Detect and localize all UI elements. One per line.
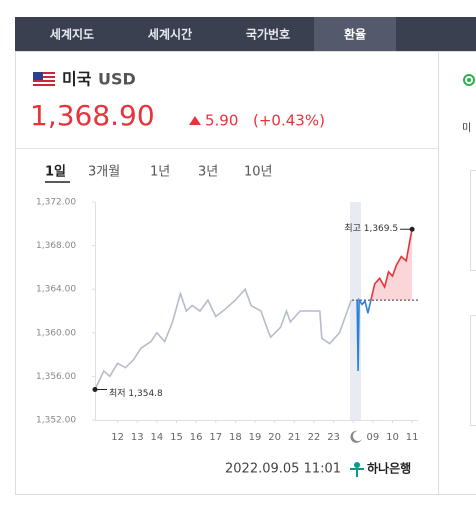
x-tick-label: 17	[209, 432, 222, 443]
x-tick-label: 14	[150, 432, 163, 443]
period[interactable]: 1년	[150, 165, 170, 180]
rate-percent: (+0.43%)	[253, 112, 325, 130]
high-label: 최고 1,369.5	[344, 223, 398, 234]
side-label: 미	[462, 122, 471, 134]
tab[interactable]: 세계시간	[148, 27, 192, 42]
x-tick-label: 10	[386, 432, 399, 443]
x-tick-label: 22	[308, 432, 321, 443]
x-tick-label: 23	[327, 432, 340, 443]
timestamp: 2022.09.05 11:01	[225, 462, 341, 477]
x-tick-label: 20	[268, 432, 281, 443]
x-tick-label: 12	[111, 432, 124, 443]
flag	[33, 72, 55, 86]
bank-name: 하나은행	[367, 461, 411, 476]
rate-value: 1,368.90	[30, 99, 155, 132]
y-tick-label: 1,364.00	[36, 285, 76, 295]
x-tick-label: 13	[131, 432, 144, 443]
x-tick-label: 18	[229, 432, 242, 443]
y-tick-label: 1,352.00	[36, 416, 76, 426]
x-tick-label: 21	[288, 432, 301, 443]
radio-dot	[467, 78, 471, 82]
period[interactable]: 3년	[198, 165, 218, 180]
period[interactable]: 3개월	[88, 165, 120, 180]
y-tick-label: 1,372.00	[36, 198, 76, 208]
tab[interactable]: 환율	[344, 27, 366, 42]
x-tick-label: 11	[406, 432, 419, 443]
y-tick-label: 1,368.00	[36, 241, 76, 251]
x-tick-label: 09	[366, 432, 379, 443]
low-label: 최저 1,354.8	[109, 388, 163, 399]
y-tick-label: 1,360.00	[36, 328, 76, 338]
y-tick-label: 1,356.00	[36, 372, 76, 382]
period[interactable]: 10년	[244, 165, 273, 180]
currency-name: 미국	[62, 70, 92, 89]
x-tick-label: 19	[249, 432, 262, 443]
currency-code: USD	[98, 70, 136, 89]
period[interactable]: 1일	[45, 165, 66, 180]
x-tick-label: 16	[190, 432, 203, 443]
x-tick-label: 15	[170, 432, 183, 443]
tab[interactable]: 세계지도	[50, 27, 94, 42]
tab[interactable]: 국가번호	[246, 27, 290, 42]
rate-change: 5.90	[205, 112, 238, 130]
